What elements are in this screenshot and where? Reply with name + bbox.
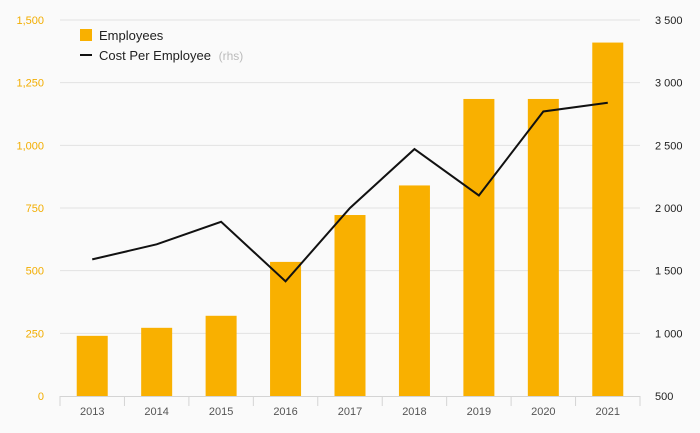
x-tick-label: 2018 bbox=[402, 406, 426, 418]
x-tick-label: 2021 bbox=[596, 406, 620, 418]
x-tick-label: 2020 bbox=[531, 406, 555, 418]
x-axis-ticks: 2013 2014 2015 2016 2017 2018 2019 2020 2021 bbox=[80, 406, 620, 418]
left-axis-ticks: 0 250 500 750 1,000 1,250 1,500 bbox=[16, 15, 44, 403]
left-tick-label: 0 bbox=[38, 391, 44, 403]
employees-bars bbox=[76, 42, 624, 397]
legend-label-cost-name: Cost Per Employee bbox=[99, 48, 211, 63]
bar-employees-2018 bbox=[398, 185, 430, 396]
right-tick-label: 1 500 bbox=[655, 266, 683, 278]
right-axis-ticks: 500 1 000 1 500 2 000 2 500 3 000 3 500 bbox=[655, 15, 683, 403]
x-tick-label: 2014 bbox=[144, 406, 168, 418]
right-tick-label: 3 500 bbox=[655, 15, 683, 27]
x-tick-label: 2019 bbox=[467, 406, 491, 418]
bar-employees-2017 bbox=[334, 215, 366, 396]
bar-employees-2016 bbox=[270, 261, 302, 396]
right-tick-label: 500 bbox=[655, 391, 673, 403]
left-tick-label: 1,000 bbox=[16, 140, 44, 152]
left-tick-label: 250 bbox=[26, 328, 44, 340]
bar-employees-2013 bbox=[76, 335, 108, 396]
legend-label-cost-note: (rhs) bbox=[219, 49, 244, 63]
bar-employees-2014 bbox=[141, 327, 173, 396]
left-tick-label: 1,250 bbox=[16, 78, 44, 90]
x-axis-dividers bbox=[59, 396, 641, 406]
legend-label-cost: Cost Per Employee (rhs) bbox=[99, 48, 243, 63]
left-tick-label: 1,500 bbox=[16, 15, 44, 27]
x-tick-label: 2015 bbox=[209, 406, 233, 418]
bar-employees-2019 bbox=[463, 98, 495, 397]
legend-swatch-employees bbox=[80, 29, 92, 41]
x-tick-label: 2016 bbox=[273, 406, 297, 418]
legend-label-employees: Employees bbox=[99, 28, 164, 43]
bar-employees-2020 bbox=[527, 98, 559, 397]
x-tick-label: 2017 bbox=[338, 406, 362, 418]
right-tick-label: 3 000 bbox=[655, 78, 683, 90]
right-tick-label: 1 000 bbox=[655, 328, 683, 340]
legend: Employees Cost Per Employee (rhs) bbox=[80, 28, 243, 63]
bar-employees-2015 bbox=[205, 315, 237, 396]
x-tick-label: 2013 bbox=[80, 406, 104, 418]
right-tick-label: 2 000 bbox=[655, 203, 683, 215]
left-tick-label: 750 bbox=[26, 203, 44, 215]
bar-employees-2021 bbox=[592, 42, 624, 397]
right-tick-label: 2 500 bbox=[655, 140, 683, 152]
cost-per-employee-line bbox=[91, 101, 608, 283]
left-tick-label: 500 bbox=[26, 266, 44, 278]
